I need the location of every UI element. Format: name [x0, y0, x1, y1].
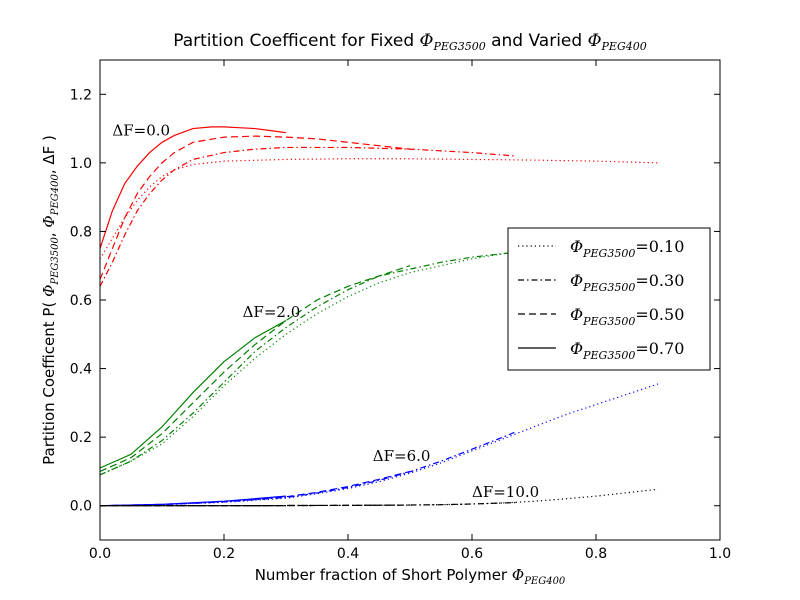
- title-sub-1: PEG3500: [432, 40, 485, 53]
- x-tick-label: 0.0: [89, 546, 111, 562]
- ylabel-text: Partition Coefficent P(: [40, 297, 58, 465]
- ylabel-phi-2: Φ: [40, 215, 58, 227]
- y-tick-label: 0.8: [70, 224, 92, 240]
- y-tick-label: 0.4: [70, 362, 92, 378]
- annotation-layer: ΔF=0.0 ΔF=2.0 ΔF=6.0 ΔF=10.0: [112, 121, 539, 501]
- chart-title: Partition Coefficent for Fixed ΦPEG3500 …: [173, 31, 647, 53]
- x-tick-label: 0.8: [585, 546, 607, 562]
- x-tick-label: 0.2: [213, 546, 235, 562]
- ylabel-sub-2: PEG400: [50, 174, 61, 217]
- tick-layer: 0.0 0.2 0.4 0.6 0.8 1.0 0.0 0.2 0.4 0.6 0.8 1.0 1.2: [70, 60, 731, 562]
- title-middle: and Varied: [486, 31, 588, 51]
- y-axis-label: Partition Coefficent P( ΦPEG3500, ΦPEG40…: [40, 135, 61, 465]
- x-tick-label: 0.4: [337, 546, 359, 562]
- annotation-df-3: ΔF=10.0: [472, 483, 539, 501]
- ylabel-end: , ΔF ): [40, 135, 58, 174]
- title-phi-1: Φ: [420, 31, 434, 51]
- series-line-df1-dashed: [99, 265, 411, 472]
- ylabel-phi-1: Φ: [40, 285, 58, 297]
- title-prefix: Partition Coefficent for Fixed: [173, 31, 419, 51]
- title-phi-2: Φ: [588, 31, 602, 51]
- y-tick-label: 1.0: [70, 156, 92, 172]
- legend-label-dashed: ΦPEG3500=0.50: [570, 305, 684, 328]
- series-line-df0-solid: [99, 126, 287, 249]
- series-line-df0-dashed: [99, 135, 411, 280]
- y-tick-label: 0.0: [70, 499, 92, 515]
- legend-label-solid: ΦPEG3500=0.70: [570, 339, 684, 362]
- xlabel-phi: Φ: [512, 566, 524, 584]
- series-layer: [99, 126, 659, 507]
- ylabel-sep: ,: [40, 228, 58, 238]
- title-sub-2: PEG400: [601, 40, 647, 53]
- series-line-df2-solid: [99, 495, 287, 507]
- x-tick-label: 0.6: [461, 546, 483, 562]
- series-line-df1-solid: [99, 320, 287, 469]
- annotation-df-0: ΔF=0.0: [112, 121, 170, 139]
- annotation-df-2: ΔF=6.0: [373, 447, 431, 465]
- legend-label-dotted: ΦPEG3500=0.10: [570, 237, 684, 260]
- annotation-df-1: ΔF=2.0: [243, 303, 301, 321]
- series-line-df1-dashdot: [99, 251, 516, 476]
- xlabel-sub: PEG400: [523, 576, 566, 587]
- x-axis-label: Number fraction of Short Polymer ΦPEG400: [255, 566, 566, 587]
- y-tick-label: 0.6: [70, 293, 92, 309]
- legend: ΦPEG3500=0.10 ΦPEG3500=0.30 ΦPEG3500=0.50 Φ…: [507, 227, 711, 371]
- ylabel-sub-1: PEG3500: [50, 236, 61, 285]
- y-tick-label: 0.2: [70, 430, 92, 446]
- legend-label-dashdot: ΦPEG3500=0.30: [570, 271, 684, 294]
- legend-box: [507, 227, 711, 371]
- y-tick-label: 1.2: [70, 87, 92, 103]
- x-tick-label: 1.0: [709, 546, 731, 562]
- xlabel-text: Number fraction of Short Polymer: [255, 566, 512, 584]
